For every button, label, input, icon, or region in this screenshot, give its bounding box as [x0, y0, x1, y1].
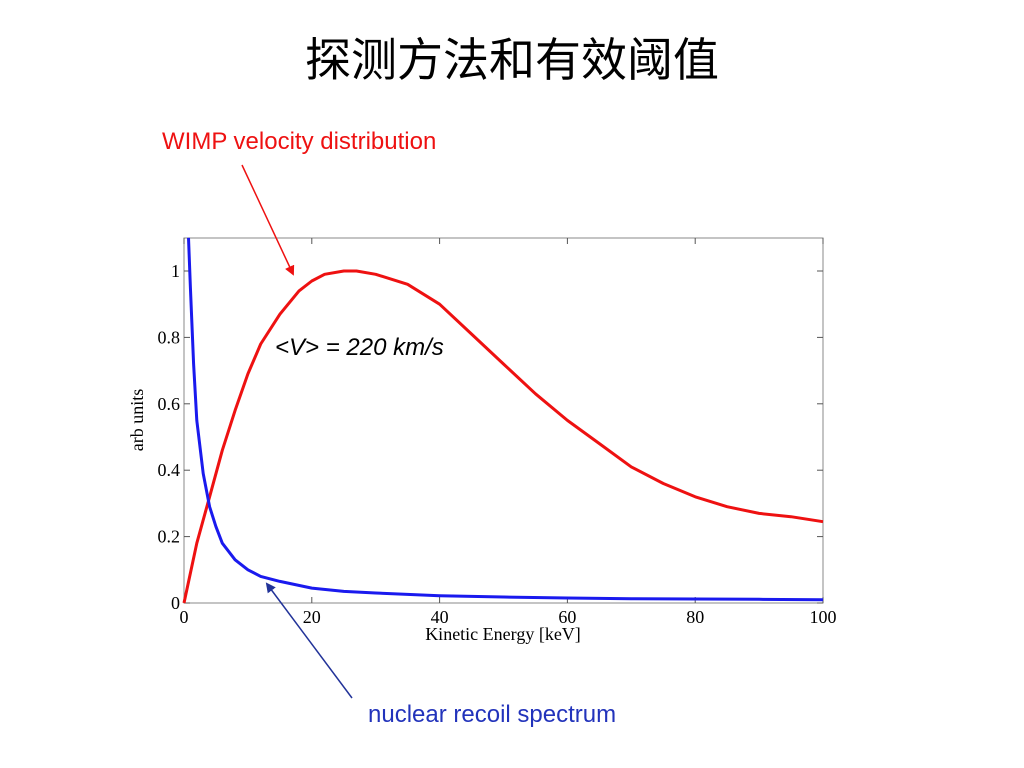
series-line-0	[182, 269, 824, 604]
y-tick-label: 0.4	[158, 460, 181, 480]
x-tick-label: 40	[431, 607, 449, 627]
series-line-1	[187, 237, 824, 602]
plot-frame	[183, 237, 824, 604]
x-tick-label: 60	[558, 607, 576, 627]
y-tick-label: 0	[171, 593, 180, 613]
x-tick-label: 0	[180, 607, 189, 627]
axis-ticks: 0 20 40 60 80 100 0 0.2 0.4 0.6 0.8 1 Kinetic Energy…	[127, 238, 837, 644]
series-group	[182, 237, 824, 604]
y-tick-label: 0.6	[158, 394, 181, 414]
x-tick-label: 20	[303, 607, 321, 627]
slide-title: 探测方法和有效阈值	[305, 33, 719, 87]
annotation-wimp-label: WIMP velocity distribution	[162, 128, 436, 155]
annotation-wimp-arrow	[241, 164, 295, 276]
plot-border	[183, 237, 824, 604]
y-axis-label: arb units	[127, 389, 147, 452]
y-tick-label: 0.2	[158, 527, 181, 547]
annotations: WIMP velocity distribution <V> = 220 km/s…	[162, 128, 616, 728]
annotation-velocity-label: <V> = 220 km/s	[275, 334, 444, 361]
x-axis-label: Kinetic Energy [keV]	[425, 624, 581, 644]
x-tick-label: 80	[686, 607, 704, 627]
y-tick-label: 0.8	[158, 327, 181, 347]
annotation-recoil-label: nuclear recoil spectrum	[368, 701, 616, 728]
x-tick-label: 100	[810, 607, 837, 627]
annotation-recoil-arrow	[265, 582, 353, 699]
y-tick-label: 1	[171, 261, 180, 281]
